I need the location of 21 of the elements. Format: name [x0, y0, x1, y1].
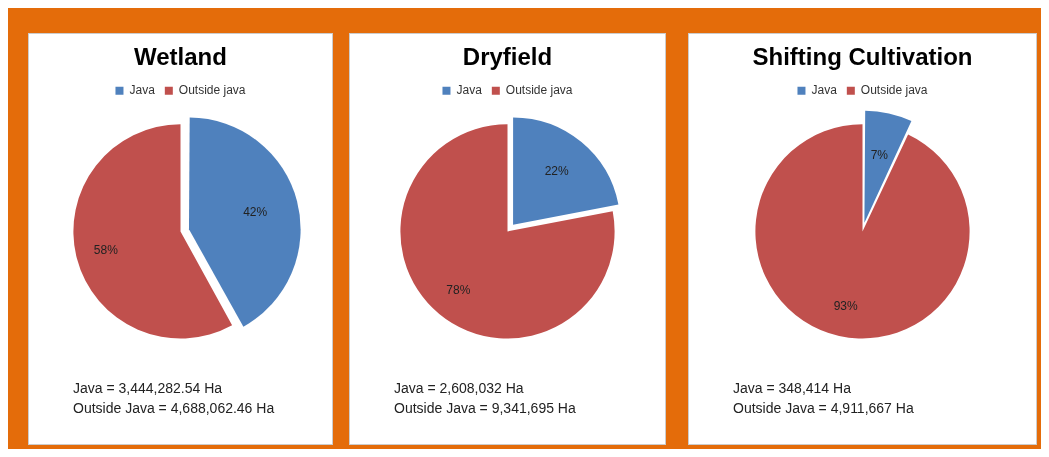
data-label: 93% — [833, 298, 859, 313]
text: Outside Java = 4,911,667 Ha — [733, 399, 915, 418]
data-label: 42% — [243, 204, 268, 219]
text: Outside Java = 9,341,695 Ha — [394, 399, 577, 418]
text: Java = 3,444,282.54 Ha — [73, 379, 224, 398]
text: Outside Java = 4,688,062.46 Ha — [73, 399, 276, 418]
text: Java = 348,414 Ha — [733, 379, 852, 398]
data-label: 7% — [870, 148, 889, 163]
text: Java = 2,608,032 Ha — [394, 379, 525, 398]
data-label: 22% — [544, 164, 569, 179]
data-label: 58% — [93, 242, 119, 257]
chart-title: Dryfield — [462, 43, 553, 71]
legend-label: Java — [456, 83, 483, 98]
data-label: 78% — [446, 283, 471, 298]
chart-title: Wetland — [134, 43, 227, 71]
chart-title: Shifting Cultivation — [752, 43, 973, 71]
legend-label: Outside java — [860, 83, 928, 98]
legend-label: Outside java — [178, 83, 246, 98]
legend-label: Outside java — [505, 83, 573, 98]
legend-label: Java — [811, 83, 838, 98]
legend-label: Java — [129, 83, 156, 98]
